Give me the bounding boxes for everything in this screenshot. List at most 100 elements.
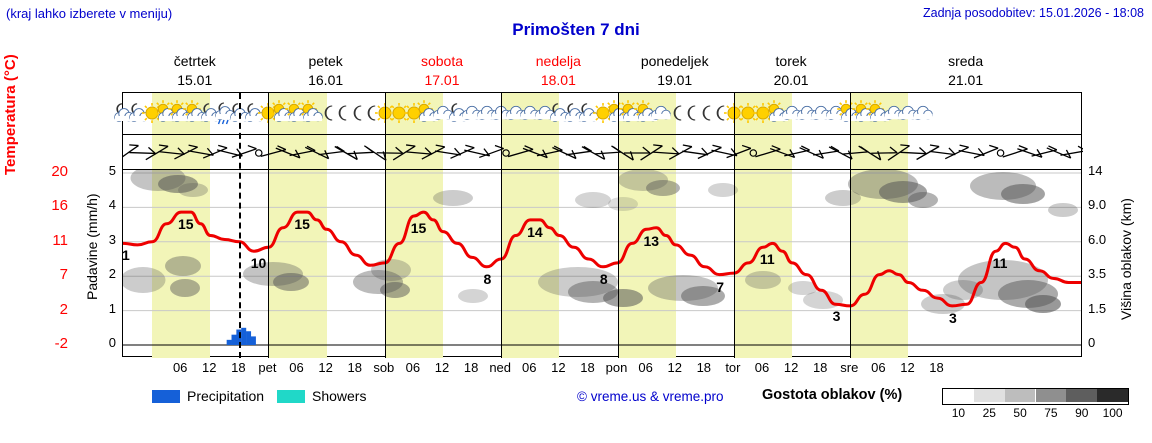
page-title: Primošten 7 dni [512,20,640,39]
cloud-density-patch [575,192,611,208]
cloud-height-tick: 1.5 [1088,300,1107,316]
time-tick: sre [840,360,859,375]
cloud-density-patch [123,267,166,293]
cloud-density-patch [1025,295,1061,313]
day-name: sobota [420,53,464,69]
cloud-density-patch [273,273,309,291]
precipitation-swatch [152,390,180,403]
sky-condition-icon [677,100,703,126]
sky-condition-icon [706,100,732,126]
cloud-density-tick: 50 [1013,406,1027,420]
sky-condition-icon [866,100,892,126]
time-tick: 12 [551,360,566,375]
cloud-density-patch [879,181,927,203]
day-date: 15.01 [177,72,213,88]
temperature-value-label: 14 [527,223,543,240]
day-header: sreda 21.01 [849,52,1082,90]
time-tick: 06 [172,360,188,375]
cloud-density-swatch [1004,389,1036,402]
sky-condition-icon [692,100,718,126]
sky-condition-icon [910,100,936,126]
day-name: petek [308,53,343,69]
cloud-density-title: Gostota oblakov (%) [762,387,903,403]
legend-precipitation-label: Precipitation [187,388,265,404]
temperature-tick: 2 [59,300,68,318]
day-separator [268,93,270,358]
time-tick: 18 [463,360,479,375]
chart-plot-area: 11 15 10 15 15 8 14 8 13 7 11 3 3 11 [123,170,1081,356]
temperature-value-label: 7 [716,278,724,295]
cloud-density-swatch [1035,389,1067,402]
cloud-height-tick: 6.0 [1088,231,1107,247]
sky-condition-icon [328,100,354,126]
credit-link[interactable]: © vreme.us & vreme.pro [577,389,724,404]
day-separator [733,93,735,358]
day-name: torek [775,53,807,69]
cloud-density-tick: 90 [1075,406,1089,420]
wind-barb-row [123,135,1083,170]
location-menu-note[interactable]: (kraj lahko izberete v meniju) [6,6,173,21]
chart-legend: Precipitation Showers © vreme.us & vreme… [122,386,1152,422]
temperature-value-label: 15 [410,220,427,236]
day-date: 20.01 [773,72,809,88]
temperature-value-label: 15 [294,216,310,233]
temperature-value-label: 15 [178,216,194,233]
day-separator [850,93,852,358]
precipitation-tick: 2 [108,266,116,282]
cloud-density-swatch [1097,389,1128,402]
sky-condition-icon [663,100,689,126]
precipitation-tick: 0 [108,335,116,350]
sky-condition-icon [764,100,791,126]
temperature-line [123,210,1081,308]
cloud-density-patch [1048,203,1078,217]
cloud-height-tick: 9.0 [1088,197,1107,213]
time-tick: 18 [929,360,944,375]
cloud-density-swatch [1066,389,1098,402]
cloud-density-patch [708,183,738,197]
daylight-band [501,93,560,358]
legend-showers: Showers [277,388,366,404]
precipitation-bar [241,327,247,345]
time-tick: 12 [202,360,217,375]
cloud-density-patch [681,286,725,306]
sky-condition-icon [299,100,325,126]
cloud-density-patch [618,170,668,191]
temperature-tick: 11 [52,231,68,249]
cloud-density-tick: 10 [951,406,966,420]
day-separator [501,93,503,358]
time-tick: 12 [783,360,799,375]
day-separator [617,93,619,358]
day-header: petek 16.01 [267,52,383,90]
time-tick: 06 [522,360,537,375]
cloud-density-patch [921,294,965,314]
sky-icon-row [114,93,1081,135]
wind-barbs [123,144,1083,161]
daylight-band [850,93,909,358]
temperature-value-label: 11 [123,247,130,264]
cloud-density-patch [170,279,200,297]
sky-condition-icon [343,100,369,126]
cloud-density-patch [178,183,208,197]
cloud-height-tick: 0 [1088,335,1096,350]
daylight-band [268,93,327,358]
cloud-density-patch [433,190,473,206]
time-tick: 06 [405,360,421,375]
daylight-band [733,93,793,358]
precipitation-bar [246,331,252,345]
forecast-chart: 11 15 10 15 15 8 14 8 13 7 11 3 3 11 [114,92,1083,358]
sky-condition-icon [314,100,340,126]
cloud-height-tick: 3.5 [1088,266,1107,282]
sky-condition-icon [648,100,674,126]
day-date: 18.01 [540,72,576,88]
time-tick: 12 [667,360,682,375]
legend-showers-label: Showers [312,388,367,404]
day-name: ponedeljek [640,53,709,69]
cloud-density-patch [803,291,843,309]
day-header: sobota 17.01 [384,52,500,90]
cloud-density-patch [825,190,861,206]
sky-condition-icon [474,100,500,126]
precipitation-tick: 5 [108,163,116,178]
cloud-density-tick: 75 [1044,406,1058,420]
temperature-value-label: 11 [759,251,775,268]
cloud-density-swatch [973,389,1005,402]
